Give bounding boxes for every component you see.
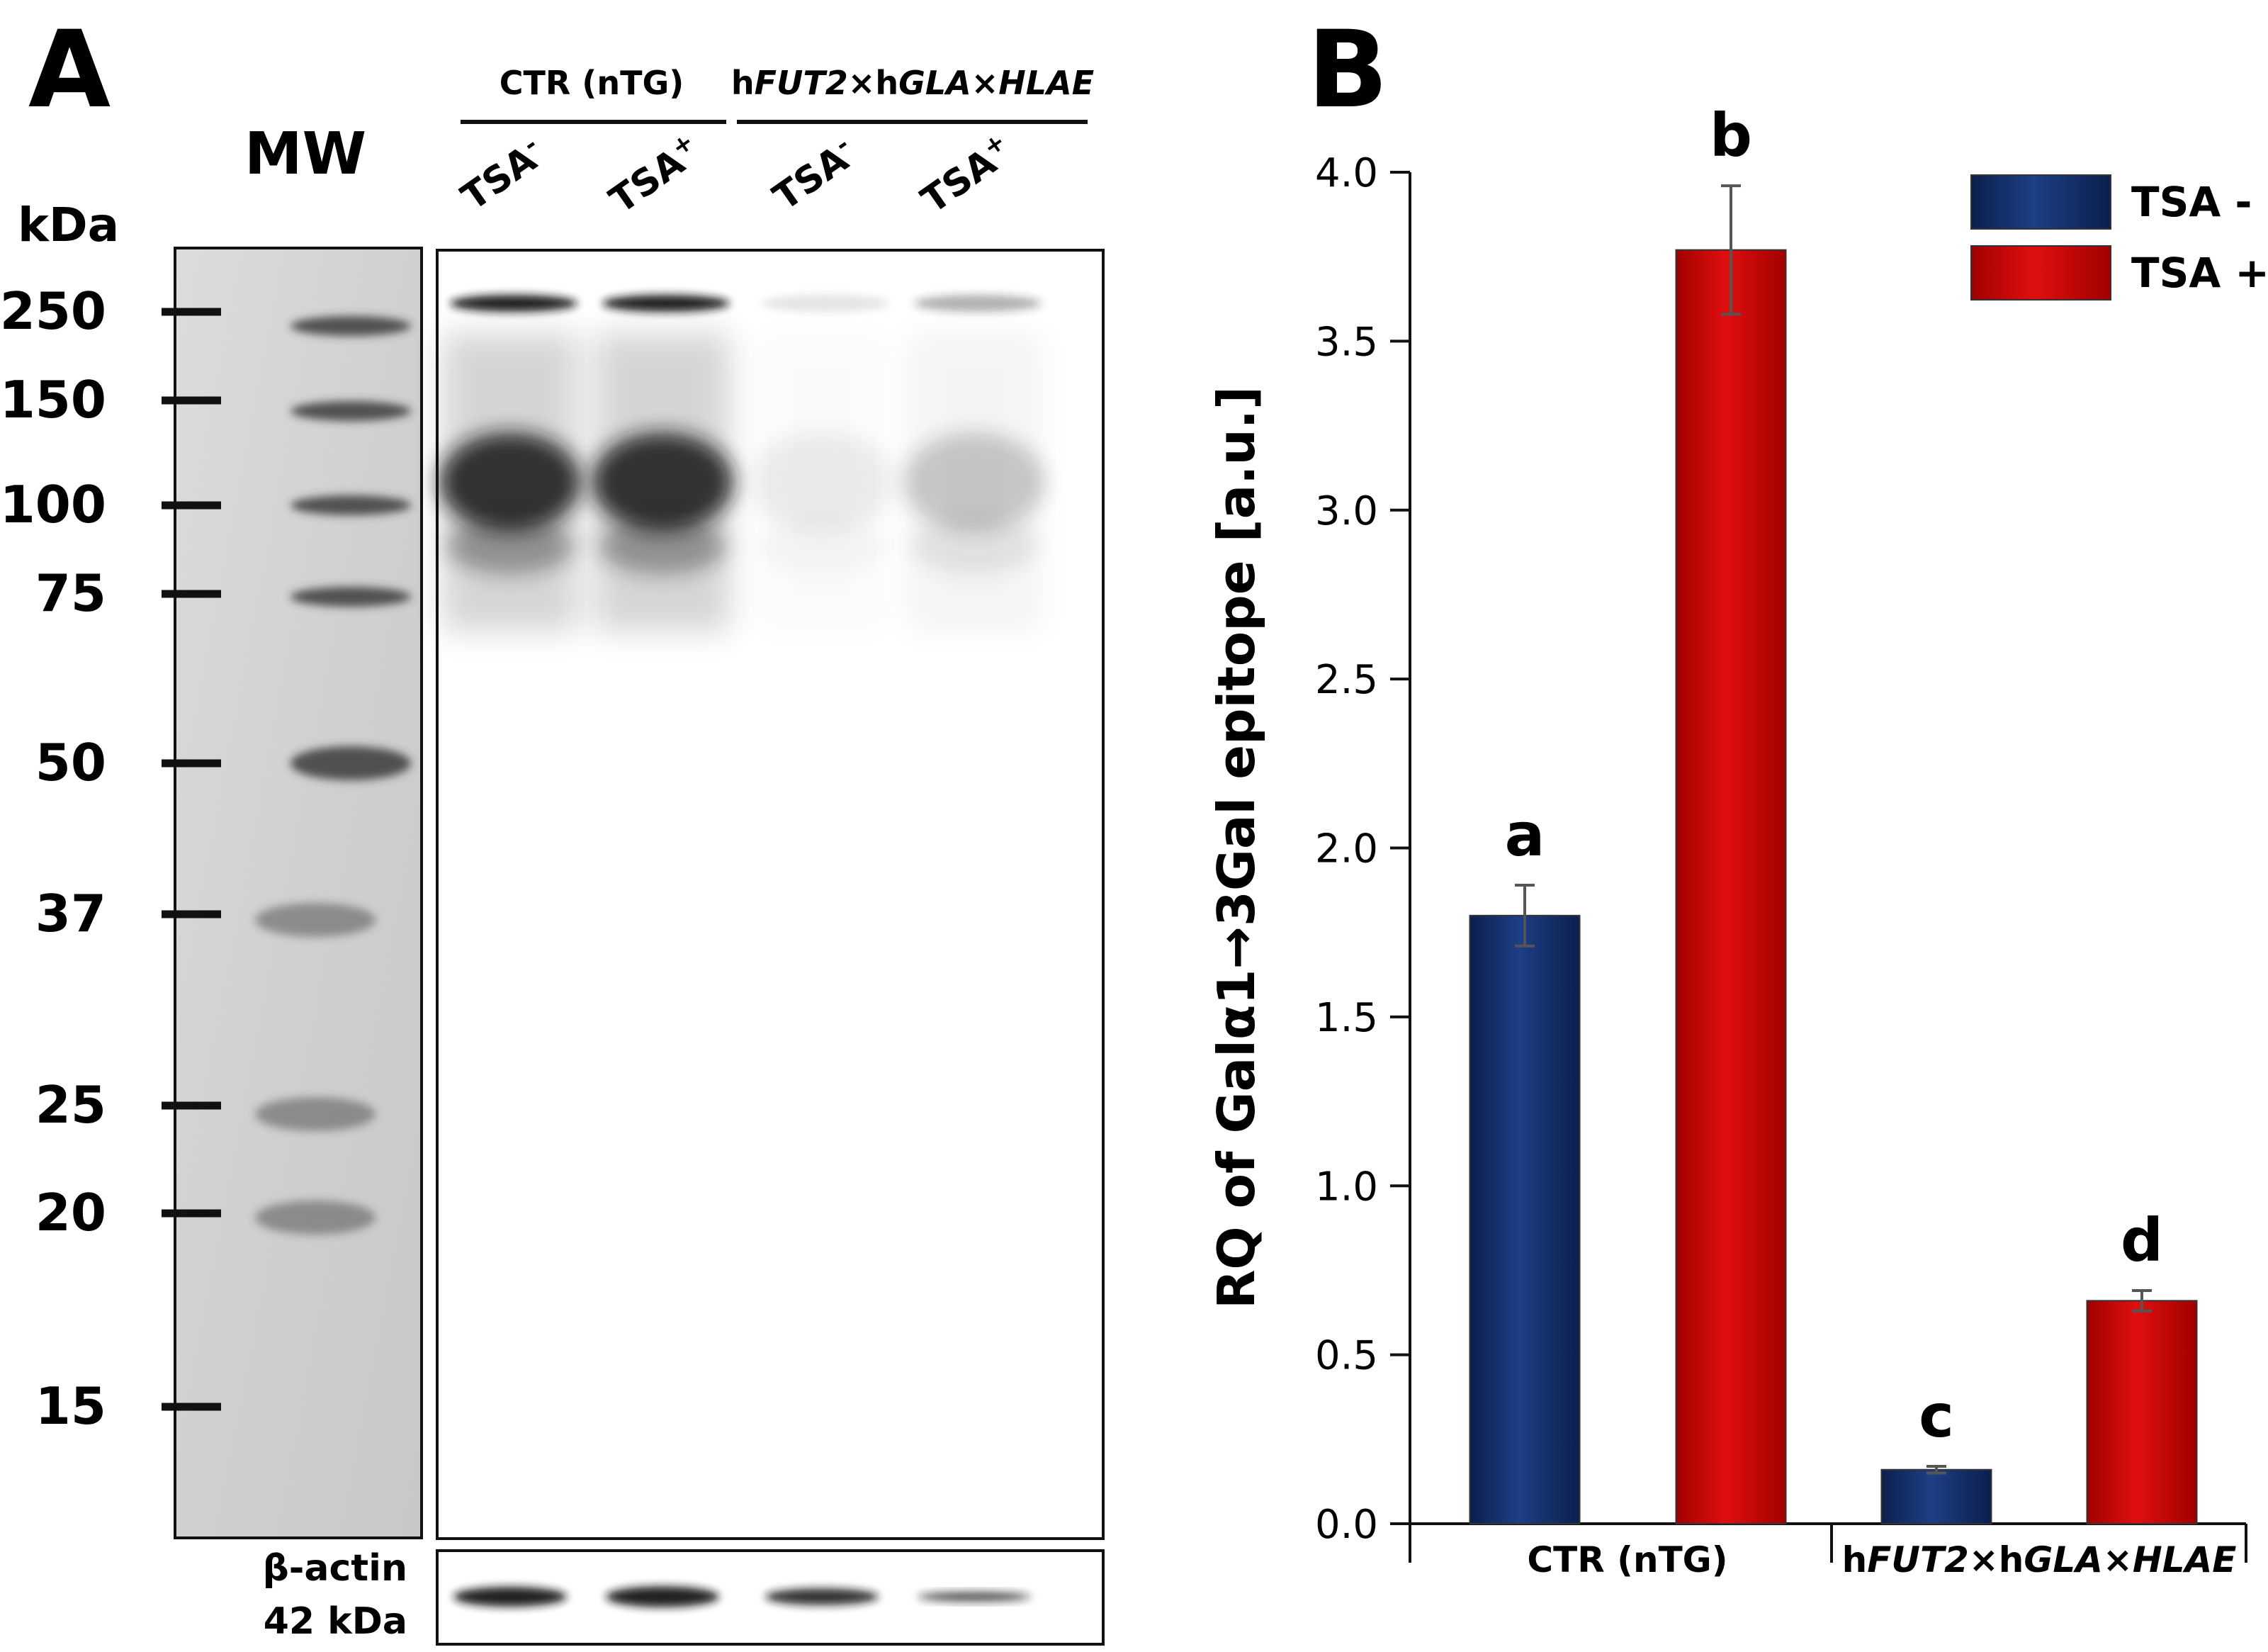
y-tick-label: 0.5	[1315, 1333, 1378, 1379]
actin-band	[453, 1587, 567, 1607]
blot-band-lower	[910, 517, 1038, 574]
group-header-ctr: CTR (nTG)	[500, 64, 684, 102]
blot-band-100kda	[751, 432, 893, 532]
y-tick-label: 2.5	[1315, 657, 1378, 703]
blot-band-100kda	[439, 432, 581, 532]
kda-label: kDa	[18, 198, 119, 252]
x-category-label-part: HLAE	[2133, 1539, 2237, 1580]
marker-label-250: 250	[0, 281, 106, 341]
marker-label-150: 150	[0, 370, 106, 429]
group-header-tg-part: ×h	[848, 64, 898, 102]
actin-band	[918, 1592, 1031, 1602]
x-category-label: hFUT2×hGLA×HLAE	[1842, 1539, 2237, 1580]
legend-swatch	[1970, 245, 2111, 300]
y-tick-label: 2.0	[1315, 826, 1378, 872]
x-category-label-part: GLA	[2024, 1539, 2103, 1580]
y-tick-label: 3.0	[1315, 488, 1378, 534]
x-category-label-part: h	[1842, 1539, 1868, 1580]
marker-label-15: 15	[35, 1376, 106, 1436]
actin-kda-label: 42 kDa	[264, 1600, 407, 1643]
group-headers: CTR (nTG) hFUT2×hGLA×HLAE	[500, 64, 1094, 102]
blot-bands	[439, 295, 1045, 631]
y-tick-label: 4.0	[1315, 150, 1378, 196]
lane-label-2: TSA+	[601, 128, 709, 223]
blot-band-100kda	[903, 432, 1045, 532]
panel-a: A MW kDa CTR (nTG) hFUT2×hGLA×HLAE TSA- TS…	[0, 9, 1105, 1646]
ladder-bands	[255, 316, 411, 1235]
blot-band-lower	[758, 517, 886, 574]
marker-label-75: 75	[35, 563, 106, 623]
x-category-label-part: FUT2	[1867, 1539, 1969, 1580]
y-tick-label: 3.5	[1315, 319, 1378, 365]
x-category-label-part: ×	[2103, 1539, 2133, 1580]
significance-letter: b	[1710, 101, 1752, 170]
group-header-tg-part: HLAE	[998, 64, 1094, 102]
legend-label: TSA -	[2131, 178, 2252, 226]
actin-bands	[453, 1586, 1031, 1607]
blot-band-lower	[599, 517, 726, 574]
mw-ladder-panel	[174, 247, 423, 1539]
group-header-tg: hFUT2×hGLA×HLAE	[731, 64, 1094, 102]
legend-label: TSA +	[2131, 249, 2268, 297]
significance-letter: d	[2121, 1206, 2163, 1275]
legend-swatch	[1970, 174, 2111, 230]
ladder-band	[255, 1201, 376, 1235]
blot-band-100kda	[592, 432, 733, 532]
marker-label-20: 20	[35, 1183, 106, 1242]
chart-bars: a c b d	[1469, 101, 2198, 1525]
group-header-tg-part: ×	[971, 64, 999, 102]
y-tick-label: 1.5	[1315, 995, 1378, 1041]
marker-label-100: 100	[0, 475, 106, 534]
x-category-label-part: CTR (nTG)	[1527, 1539, 1727, 1580]
significance-letter: a	[1505, 800, 1545, 870]
actin-band	[765, 1588, 879, 1605]
blot-band-250kda	[762, 295, 889, 312]
lane-label-3: TSA-	[765, 130, 864, 219]
ladder-band	[290, 316, 411, 336]
lane-label-1: TSA-	[453, 130, 553, 219]
group-header-tg-part: h	[731, 64, 755, 102]
bar-tsa-1	[2086, 1300, 2198, 1524]
chart-legend: TSA - TSA +	[1970, 174, 2268, 300]
lane-label-4: TSA+	[913, 128, 1021, 223]
blot-band-250kda	[602, 295, 730, 312]
blot-band-250kda	[914, 295, 1042, 312]
marker-label-50: 50	[35, 733, 106, 792]
actin-label: β-actin	[263, 1547, 407, 1590]
ladder-band	[290, 401, 411, 421]
ladder-band	[255, 903, 376, 937]
blot-band-250kda	[450, 295, 577, 312]
panel-b-label: B	[1307, 9, 1388, 132]
y-tick-label: 0.0	[1315, 1502, 1378, 1548]
mw-markers: 250 150 100 75 50 37 25 20 15	[0, 281, 221, 1436]
ladder-band	[255, 1097, 376, 1131]
y-axis-title: RQ of Galα1→3Gal epitope [a.u.]	[1207, 386, 1266, 1309]
significance-letter: c	[1919, 1381, 1954, 1451]
x-category-label: CTR (nTG)	[1527, 1539, 1727, 1580]
ladder-band	[290, 587, 411, 607]
blot-band-lower	[446, 517, 574, 574]
x-category-labels: CTR (nTG) hFUT2×hGLA×HLAE	[1527, 1539, 2236, 1580]
group-header-tg-part: GLA	[898, 64, 971, 102]
marker-label-25: 25	[35, 1075, 106, 1135]
ladder-band	[290, 495, 411, 515]
group-header-tg-part: FUT2	[755, 64, 848, 102]
x-category-label-part: ×h	[1969, 1539, 2024, 1580]
mw-label: MW	[244, 120, 366, 188]
bar-tsa-0	[1469, 914, 1581, 1524]
y-tick-label: 1.0	[1315, 1164, 1378, 1210]
bar-tsa-0	[1675, 249, 1787, 1525]
panel-b: B RQ of Galα1→3Gal epitope [a.u.] 0.0 0.5…	[1207, 9, 2268, 1580]
marker-label-37: 37	[35, 884, 106, 943]
lane-labels: TSA- TSA+ TSA- TSA+	[453, 128, 1021, 223]
actin-band	[606, 1586, 719, 1607]
ladder-band	[290, 746, 411, 780]
panel-a-label: A	[28, 9, 111, 132]
bar-tsa-1	[1880, 1468, 1992, 1524]
group-header-ctr-part: CTR (nTG)	[500, 64, 684, 102]
